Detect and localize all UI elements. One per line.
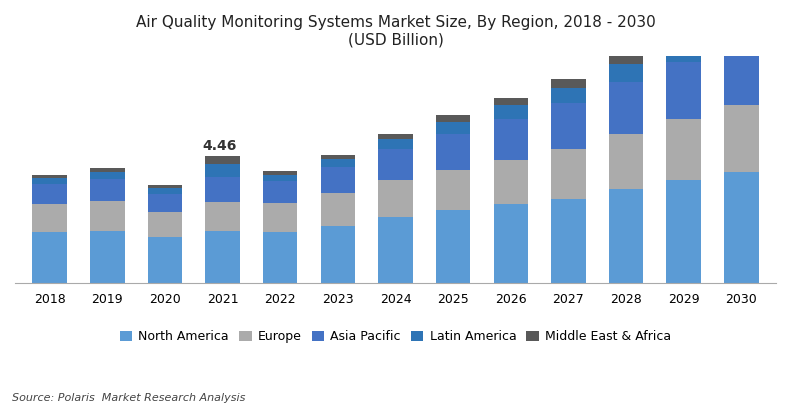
Bar (436, 115, 471, 122)
Bar (609, 55, 643, 64)
Bar (667, 32, 701, 42)
Bar (724, 105, 759, 172)
Bar (90, 172, 124, 179)
Bar (494, 205, 528, 283)
Bar (32, 204, 67, 232)
Title: Air Quality Monitoring Systems Market Size, By Region, 2018 - 2030
(USD Billion): Air Quality Monitoring Systems Market Si… (135, 15, 656, 47)
Bar (551, 79, 586, 87)
Bar (148, 212, 182, 237)
Legend: North America, Europe, Asia Pacific, Latin America, Middle East & Africa: North America, Europe, Asia Pacific, Lat… (115, 325, 676, 348)
Bar (494, 105, 528, 119)
Bar (724, 20, 759, 42)
Bar (378, 134, 413, 139)
Bar (320, 159, 355, 167)
Bar (90, 168, 124, 172)
Bar (320, 155, 355, 159)
Bar (263, 232, 297, 283)
Bar (205, 164, 240, 177)
Bar (551, 103, 586, 149)
Bar (609, 189, 643, 283)
Bar (724, 8, 759, 20)
Bar (551, 87, 586, 103)
Bar (378, 180, 413, 217)
Bar (90, 231, 124, 283)
Bar (724, 172, 759, 283)
Bar (551, 149, 586, 199)
Bar (205, 177, 240, 202)
Bar (494, 160, 528, 205)
Text: 4.46: 4.46 (202, 139, 237, 153)
Bar (205, 156, 240, 164)
Bar (436, 170, 471, 210)
Bar (148, 188, 182, 194)
Bar (667, 62, 701, 119)
Text: Source: Polaris  Market Research Analysis: Source: Polaris Market Research Analysis (12, 393, 245, 403)
Bar (148, 185, 182, 188)
Bar (667, 180, 701, 283)
Bar (263, 171, 297, 175)
Bar (205, 231, 240, 283)
Bar (609, 64, 643, 82)
Bar (724, 42, 759, 105)
Bar (494, 119, 528, 160)
Bar (436, 210, 471, 283)
Bar (148, 194, 182, 212)
Bar (32, 184, 67, 204)
Bar (148, 237, 182, 283)
Bar (667, 119, 701, 180)
Bar (551, 199, 586, 283)
Bar (263, 203, 297, 232)
Bar (90, 201, 124, 231)
Bar (494, 98, 528, 105)
Bar (32, 232, 67, 283)
Bar (320, 167, 355, 193)
Bar (436, 134, 471, 170)
Bar (378, 149, 413, 180)
Bar (320, 226, 355, 283)
Bar (378, 139, 413, 149)
Bar (205, 202, 240, 231)
Bar (609, 134, 643, 189)
Bar (90, 179, 124, 201)
Bar (320, 193, 355, 226)
Bar (32, 177, 67, 184)
Bar (436, 122, 471, 134)
Bar (263, 175, 297, 181)
Bar (609, 82, 643, 134)
Bar (667, 42, 701, 62)
Bar (32, 175, 67, 177)
Bar (263, 181, 297, 203)
Bar (378, 217, 413, 283)
